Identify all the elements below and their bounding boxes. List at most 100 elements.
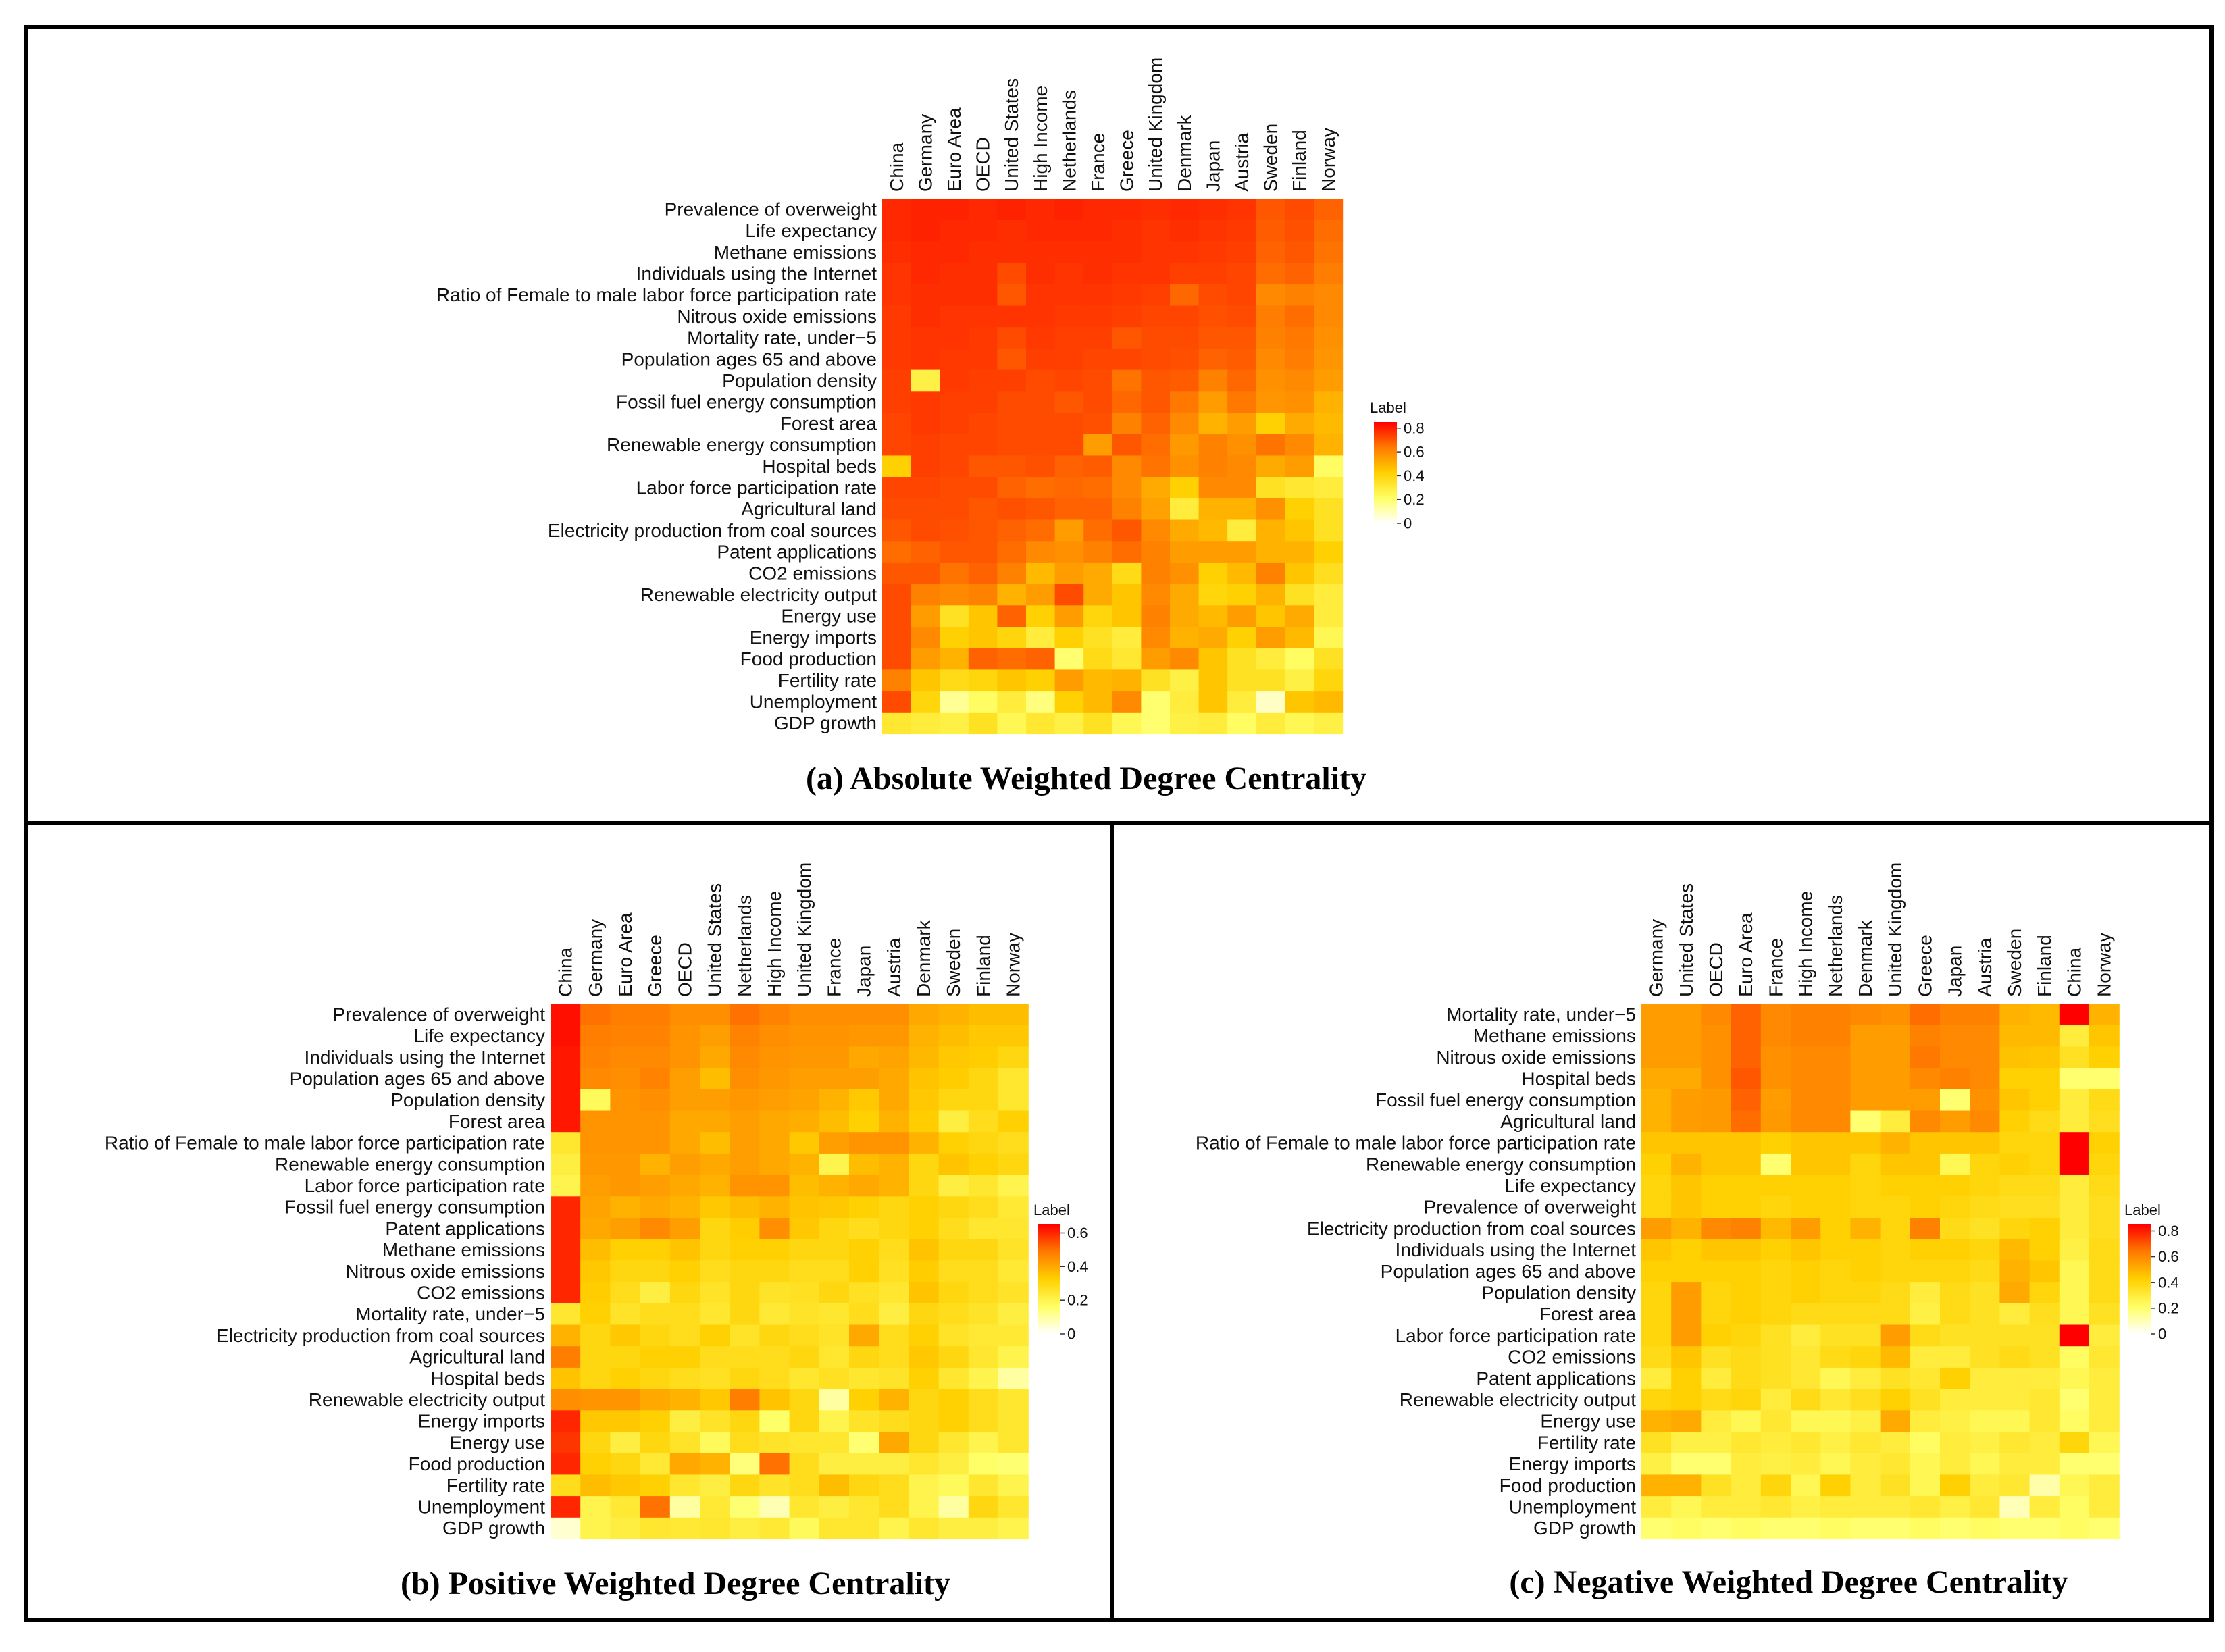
heatmap-cell — [2089, 1496, 2120, 1518]
heatmap-cell — [1701, 1089, 1732, 1112]
heatmap-cell — [580, 1346, 611, 1368]
heatmap-cell — [1791, 1025, 1821, 1047]
heatmap-cell — [1791, 1068, 1821, 1090]
heatmap-cell — [819, 1004, 850, 1026]
heatmap-cell — [2029, 1367, 2060, 1390]
heatmap-cell — [1256, 348, 1285, 371]
heatmap-cell — [1285, 669, 1314, 692]
heatmap-cell — [879, 1132, 909, 1154]
heatmap-cell — [998, 1282, 1029, 1304]
heatmap-cell — [882, 562, 912, 585]
heatmap-cell — [879, 1046, 909, 1068]
heatmap-cell — [998, 1110, 1029, 1133]
heatmap-cell — [1970, 1046, 2000, 1068]
heatmap-cell — [759, 1239, 790, 1261]
heatmap-cell — [669, 1517, 700, 1540]
heatmap-cell — [551, 1132, 581, 1154]
heatmap-cell — [1820, 1410, 1851, 1432]
heatmap-cell — [911, 199, 940, 221]
heatmap-cell — [1054, 498, 1084, 521]
heatmap-cell — [669, 1346, 700, 1368]
heatmap-cell — [849, 1303, 879, 1326]
heatmap-cell — [1641, 1410, 1672, 1432]
heatmap-cell — [700, 1025, 730, 1047]
heatmap-cell — [1999, 1110, 2030, 1133]
heatmap-cell — [968, 691, 998, 713]
heatmap-cell — [2059, 1432, 2090, 1454]
legend-tick-label: 0.4 — [1404, 467, 1425, 484]
heatmap-cell — [1850, 1324, 1881, 1347]
heatmap-cell — [551, 1175, 581, 1197]
legend-tick-label: 0 — [2158, 1326, 2166, 1343]
heatmap-cell — [882, 477, 912, 499]
column-label: OECD — [1706, 942, 1727, 997]
heatmap-cell — [968, 1196, 999, 1218]
heatmap-cell — [700, 1303, 730, 1326]
heatmap-cell — [2089, 1239, 2120, 1261]
heatmap-cell — [2089, 1004, 2120, 1026]
heatmap-cell — [1791, 1110, 1821, 1133]
heatmap-cell — [882, 627, 912, 649]
heatmap-cell — [819, 1175, 850, 1197]
heatmap-cell — [1731, 1346, 1762, 1368]
heatmap-cell — [640, 1196, 671, 1218]
heatmap-cell — [1940, 1474, 1970, 1497]
heatmap-cell — [997, 413, 1027, 435]
heatmap-cell — [1227, 477, 1257, 499]
heatmap-cell — [610, 1046, 641, 1068]
heatmap-cell — [2089, 1110, 2120, 1133]
heatmap-cell — [968, 1110, 999, 1133]
heatmap-cell — [610, 1260, 641, 1283]
heatmap-cell — [1940, 1367, 1970, 1390]
row-label: Fossil fuel energy consumption — [284, 1197, 545, 1218]
heatmap-cell — [882, 369, 912, 392]
heatmap-cell — [1083, 199, 1113, 221]
heatmap-cell — [1054, 413, 1084, 435]
heatmap-cell — [1314, 455, 1344, 477]
column-label: OECD — [973, 137, 994, 192]
column-label: Greece — [1914, 935, 1935, 997]
heatmap-cell — [1083, 584, 1113, 606]
heatmap-cell — [1026, 605, 1056, 627]
heatmap-cell — [879, 1517, 909, 1540]
heatmap-cell — [700, 1282, 730, 1304]
heatmap-cell — [911, 220, 940, 242]
heatmap-cell — [849, 1196, 879, 1218]
heatmap-cell — [1731, 1410, 1762, 1432]
heatmap-cell — [1083, 455, 1113, 477]
heatmap-cell — [1910, 1153, 1941, 1176]
heatmap-cell — [1256, 477, 1285, 499]
heatmap-cell — [1940, 1517, 1970, 1540]
heatmap-cell — [700, 1260, 730, 1283]
heatmap-cell — [1256, 584, 1285, 606]
heatmap-cell — [759, 1474, 790, 1497]
heatmap-cell — [1641, 1517, 1672, 1540]
heatmap-cell — [940, 648, 969, 670]
heatmap-cell — [1314, 519, 1344, 542]
heatmap-cell — [1850, 1410, 1881, 1432]
heatmap-cell — [1054, 691, 1084, 713]
heatmap-cell — [879, 1239, 909, 1261]
row-label: Renewable energy consumption — [1366, 1154, 1636, 1175]
heatmap-cell — [1641, 1132, 1672, 1154]
heatmap-cell — [1026, 541, 1056, 563]
heatmap-cell — [1850, 1389, 1881, 1411]
heatmap-cell — [1170, 562, 1200, 585]
heatmap-cell — [1170, 263, 1200, 285]
heatmap-cell — [998, 1496, 1029, 1518]
heatmap-cell — [940, 434, 969, 456]
heatmap-cell — [2089, 1324, 2120, 1347]
heatmap-cell — [1026, 369, 1056, 392]
heatmap-cell — [1256, 199, 1285, 221]
heatmap-cell — [998, 1517, 1029, 1540]
heatmap-cell — [1940, 1346, 1970, 1368]
heatmap-cell — [759, 1046, 790, 1068]
heatmap-cell — [1850, 1496, 1881, 1518]
heatmap-cell — [730, 1282, 760, 1304]
heatmap-cell — [1198, 305, 1228, 328]
heatmap-cell — [1910, 1432, 1941, 1454]
heatmap-cell — [909, 1196, 940, 1218]
heatmap-cell — [1054, 220, 1084, 242]
heatmap-cell — [669, 1239, 700, 1261]
heatmap-cell — [911, 369, 940, 392]
